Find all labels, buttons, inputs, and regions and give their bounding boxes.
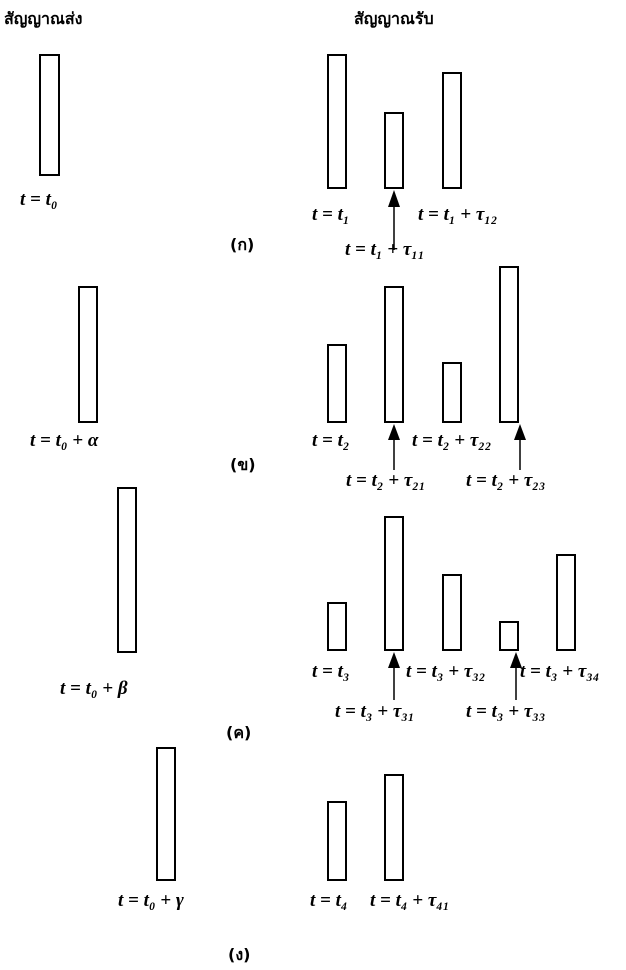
arrow-head: [388, 652, 400, 668]
receive-label: t = t₄: [310, 890, 348, 911]
receive-label: t = t₃ + τ₃₃: [466, 701, 546, 722]
panel: t = t₀ + α t = t₂ t = t₂ + τ₂₂ t = t₂ + …: [30, 267, 546, 491]
arrow-head: [514, 424, 526, 440]
receive-label: t = t₃: [312, 661, 350, 682]
receive-label: t = t₁: [312, 204, 350, 225]
pulse: [385, 113, 403, 188]
arrow-head: [388, 424, 400, 440]
pulse: [328, 55, 346, 188]
receive-label: t = t₄ + τ₄₁: [370, 890, 450, 911]
pulse: [557, 555, 575, 650]
pulse: [385, 517, 403, 650]
arrow-head: [388, 190, 400, 207]
pulse: [500, 267, 518, 422]
transmit-label: t = t₀ + β: [60, 678, 128, 699]
pulse: [118, 488, 136, 652]
caption: (ง): [228, 945, 250, 964]
receive-label: t = t₁ + τ₁₁: [345, 239, 425, 260]
pulse: [385, 775, 403, 880]
header-transmit: สัญญาณส่ง: [4, 9, 82, 29]
pulse: [500, 622, 518, 650]
transmit-label: t = t₀ + γ: [118, 890, 184, 911]
receive-label: t = t₂: [312, 430, 350, 451]
panel: t = t₀ + β t = t₃ t = t₃ + τ₃₂ t = t₃ + …: [60, 488, 600, 742]
pulse: [328, 802, 346, 880]
pulse: [157, 748, 175, 880]
caption: (ค): [226, 723, 251, 742]
receive-label: t = t₁ + τ₁₂: [418, 204, 498, 225]
pulse: [328, 345, 346, 422]
pulse: [443, 575, 461, 650]
panel: t = t₀ + γ t = t₄ t = t₄ + τ₄₁ (ง): [118, 748, 450, 964]
receive-label: t = t₂ + τ₂₂: [412, 430, 492, 451]
receive-label: t = t₃ + τ₃₂: [406, 661, 486, 682]
diagram: สัญญาณส่ง สัญญาณรับ t = t₀ t = t₁ t = t₁…: [0, 0, 626, 970]
pulse: [79, 287, 97, 422]
transmit-label: t = t₀: [20, 189, 58, 210]
receive-label: t = t₃ + τ₃₄: [520, 661, 600, 682]
transmit-label: t = t₀ + α: [30, 430, 99, 451]
caption: (ข): [230, 455, 256, 474]
pulse: [385, 287, 403, 422]
pulse: [443, 363, 461, 422]
caption: (ก): [230, 235, 254, 254]
pulse: [328, 603, 346, 650]
header-receive: สัญญาณรับ: [354, 9, 434, 29]
panel: t = t₀ t = t₁ t = t₁ + τ₁₂ t = t₁ + τ₁₁ …: [20, 55, 498, 260]
pulse: [443, 73, 461, 188]
receive-label: t = t₃ + τ₃₁: [335, 701, 415, 722]
receive-label: t = t₂ + τ₂₁: [346, 470, 426, 491]
pulse: [40, 55, 59, 175]
receive-label: t = t₂ + τ₂₃: [466, 470, 546, 491]
